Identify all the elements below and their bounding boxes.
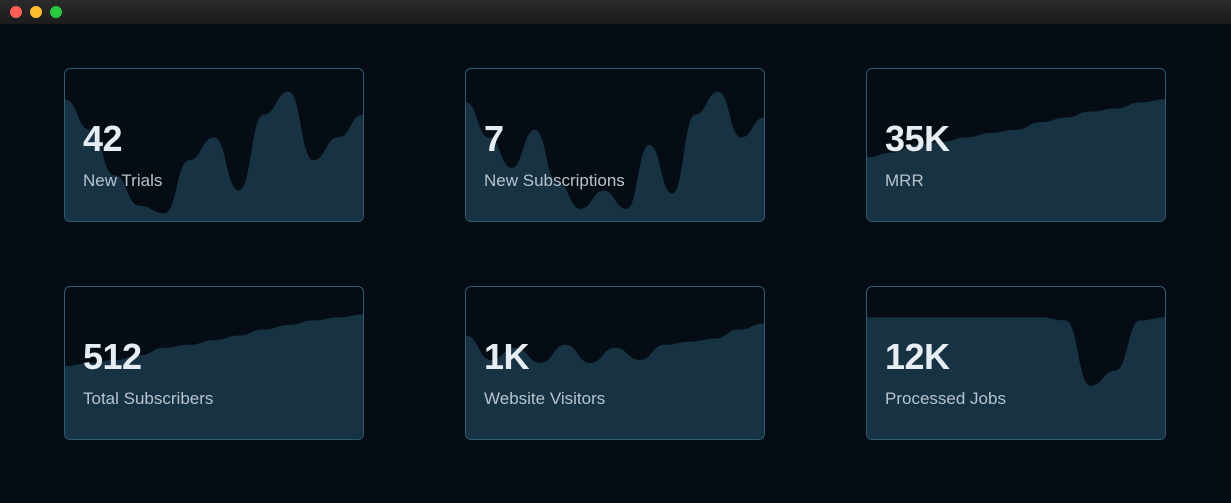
close-icon[interactable] [10, 6, 22, 18]
card-value: 42 [83, 121, 162, 157]
zoom-icon[interactable] [50, 6, 62, 18]
card-website-visitors[interactable]: 1K Website Visitors [465, 286, 765, 440]
card-value: 12K [885, 339, 1006, 375]
card-label: New Trials [83, 171, 162, 191]
card-new-trials[interactable]: 42 New Trials [64, 68, 364, 222]
card-processed-jobs[interactable]: 12K Processed Jobs [866, 286, 1166, 440]
minimize-icon[interactable] [30, 6, 42, 18]
dashboard-content: 42 New Trials 7 New Subscriptions 35K MR… [0, 24, 1231, 464]
card-total-subscribers[interactable]: 512 Total Subscribers [64, 286, 364, 440]
metrics-grid: 42 New Trials 7 New Subscriptions 35K MR… [64, 68, 1167, 440]
card-mrr[interactable]: 35K MRR [866, 68, 1166, 222]
card-value: 7 [484, 121, 625, 157]
card-label: New Subscriptions [484, 171, 625, 191]
card-label: Processed Jobs [885, 389, 1006, 409]
card-value: 1K [484, 339, 605, 375]
card-value: 35K [885, 121, 950, 157]
card-label: MRR [885, 171, 950, 191]
card-label: Website Visitors [484, 389, 605, 409]
card-new-subscriptions[interactable]: 7 New Subscriptions [465, 68, 765, 222]
card-value: 512 [83, 339, 213, 375]
card-label: Total Subscribers [83, 389, 213, 409]
window-titlebar [0, 0, 1231, 24]
